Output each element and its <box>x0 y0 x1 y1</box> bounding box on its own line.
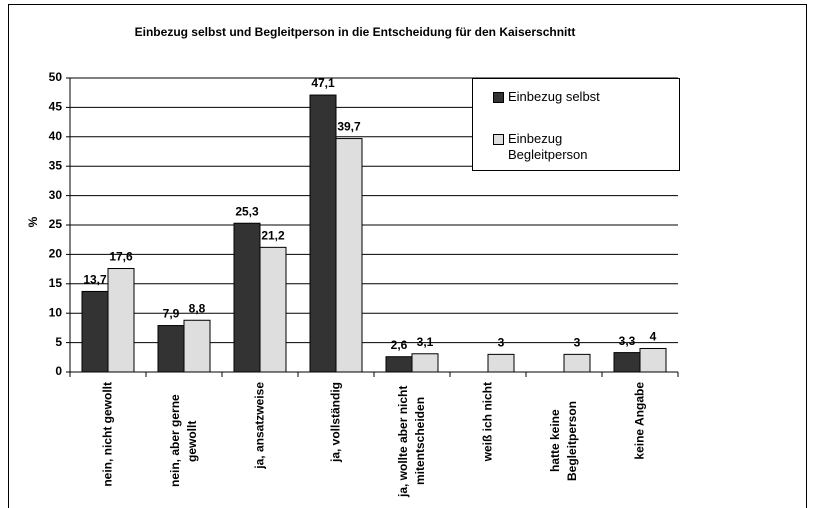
bar <box>81 290 109 373</box>
bar <box>613 352 641 373</box>
y-tick-label: 20 <box>49 247 63 261</box>
y-axis-label: % <box>26 216 40 227</box>
bar <box>157 325 185 373</box>
legend-item: Einbezug Begleitperson <box>493 131 673 163</box>
data-label: 8,8 <box>189 301 206 315</box>
data-label: 25,3 <box>235 204 259 218</box>
data-label: 47,1 <box>311 76 335 90</box>
legend-swatch <box>493 134 504 145</box>
data-label: 2,6 <box>391 338 408 352</box>
bar <box>639 347 667 373</box>
frame <box>8 4 807 508</box>
bar <box>233 222 261 373</box>
bar <box>411 353 439 373</box>
bar <box>385 356 413 373</box>
x-tick-label: ja, vollständig <box>328 382 343 463</box>
y-tick-label: 25 <box>49 217 63 231</box>
data-label: 3,3 <box>619 334 636 348</box>
y-tick-label: 30 <box>49 188 63 202</box>
data-label: 13,7 <box>83 273 107 287</box>
data-label: 4 <box>650 330 657 344</box>
chart-title: Einbezug selbst und Begleitperson in die… <box>135 25 576 39</box>
x-tick-label: nein, aber gerne gewollt <box>168 394 199 488</box>
x-tick-label: ja, ansatzweise <box>252 382 267 469</box>
bar <box>309 94 337 373</box>
bar <box>259 246 287 373</box>
y-tick-label: 45 <box>49 100 63 114</box>
data-label: 7,9 <box>163 307 180 321</box>
legend-label: Einbezug selbst <box>508 89 600 104</box>
data-label: 3,1 <box>417 335 434 349</box>
y-tick-label: 50 <box>49 70 63 84</box>
x-tick-label: ja, wollte aber nicht mitentscheiden <box>396 385 427 497</box>
bar <box>487 353 515 373</box>
y-tick-label: 10 <box>49 305 63 319</box>
y-tick-label: 5 <box>55 335 62 349</box>
y-tick-label: 35 <box>49 158 63 172</box>
legend-item: Einbezug selbst <box>493 89 673 105</box>
data-label: 3 <box>574 336 581 350</box>
bar <box>183 319 211 373</box>
x-tick-label: weiß ich nicht <box>480 382 495 462</box>
x-tick-label: keine Angabe <box>632 382 647 460</box>
bar <box>563 353 591 373</box>
data-label: 21,2 <box>261 229 285 243</box>
legend-swatch <box>493 92 504 103</box>
data-label: 3 <box>498 336 505 350</box>
legend-label: Einbezug Begleitperson <box>508 131 588 162</box>
x-tick-label: hatte keine Begleitperson <box>548 401 579 482</box>
bar <box>335 138 363 373</box>
x-tick-label: nein, nicht gewollt <box>100 382 115 487</box>
y-tick-label: 15 <box>49 276 63 290</box>
data-label: 17,6 <box>109 250 133 264</box>
y-tick-label: 0 <box>55 364 62 378</box>
bar <box>107 268 135 373</box>
y-tick-label: 40 <box>49 129 63 143</box>
data-label: 39,7 <box>337 120 361 134</box>
legend: Einbezug selbst Einbezug Begleitperson <box>472 78 680 171</box>
